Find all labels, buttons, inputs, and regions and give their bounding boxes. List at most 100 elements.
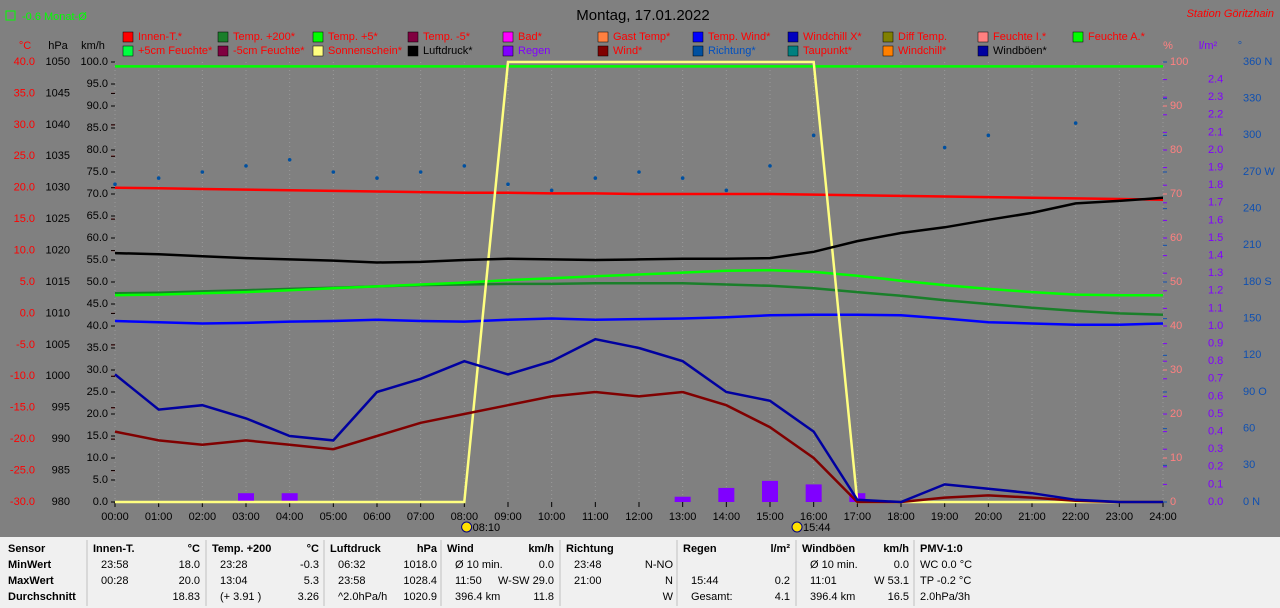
y-tick-label: 2.0 <box>1208 144 1223 156</box>
cell-value: W 53.1 <box>874 575 909 587</box>
y-tick-label: 45.0 <box>87 298 108 310</box>
legend-label: Bad* <box>518 31 543 43</box>
row-label: MaxWert <box>8 575 54 587</box>
x-tick-label: 17:00 <box>844 511 872 523</box>
y-tick-label: 1030 <box>46 182 70 194</box>
x-tick-label: 24:00 <box>1149 511 1177 523</box>
cell-left: Ø 10 min. <box>810 559 858 571</box>
cell-value: 2.0hPa/3h <box>920 591 970 603</box>
cell-left: 06:32 <box>338 559 366 571</box>
x-tick-label: 06:00 <box>363 511 391 523</box>
legend-swatch <box>692 45 704 57</box>
rain-bar <box>718 487 735 502</box>
section-unit: °C <box>307 543 319 555</box>
y-tick-label: 1.7 <box>1208 197 1223 209</box>
y-tick-label: 40.0 <box>87 320 108 332</box>
y-tick-label: 0.9 <box>1208 338 1223 350</box>
x-tick-label: 20:00 <box>975 511 1003 523</box>
series-line <box>114 186 1164 201</box>
y-tick-label: 120 <box>1243 349 1261 361</box>
rain-bar <box>762 480 778 502</box>
direction-dot <box>156 176 161 180</box>
y-tick-label: 0 N <box>1243 496 1260 508</box>
axis-unit: % <box>1163 40 1173 52</box>
y-tick-label: 20 <box>1170 408 1182 420</box>
y-tick-label: 1005 <box>46 339 70 351</box>
direction-dot <box>375 176 379 180</box>
legend-label: Gast Temp* <box>613 31 671 43</box>
cell-value: 11.8 <box>533 591 554 603</box>
y-tick-label: 2.4 <box>1208 74 1223 86</box>
cell-left: 11:50 <box>455 575 482 587</box>
cell-value: 5.3 <box>304 575 319 587</box>
series-line <box>114 268 1163 297</box>
legend-label: Temp. Wind* <box>708 31 771 43</box>
y-tick-label: 1045 <box>46 87 70 99</box>
series-line <box>114 282 1164 316</box>
y-tick-label: 60 <box>1243 423 1255 435</box>
y-tick-label: 1020 <box>46 244 70 256</box>
cell-value: N-NO <box>645 559 674 571</box>
x-tick-label: 02:00 <box>189 511 217 523</box>
y-tick-label: 30.0 <box>14 119 35 131</box>
y-tick-label: 1.5 <box>1208 232 1223 244</box>
legend-label: Regen <box>518 45 550 57</box>
y-tick-label: -25.0 <box>10 464 35 476</box>
series-line <box>114 313 1164 326</box>
x-tick-label: 15:00 <box>756 511 784 523</box>
y-tick-label: 30 <box>1170 364 1182 376</box>
y-tick-label: 85.0 <box>87 122 108 134</box>
summary-background <box>0 537 1280 608</box>
y-tick-label: 10.0 <box>14 244 35 256</box>
legend-swatch <box>692 31 704 43</box>
station-name: Station Göritzhain <box>1187 8 1274 20</box>
direction-dot <box>986 133 991 138</box>
y-tick-label: 1.2 <box>1208 285 1223 297</box>
legend-label: +5cm Feuchte* <box>138 45 213 57</box>
direction-dot <box>680 176 685 180</box>
cell-value: 16.5 <box>888 591 909 603</box>
direction-dot <box>200 170 205 174</box>
y-tick-label: 5.0 <box>20 276 35 288</box>
x-tick-label: 23:00 <box>1106 511 1134 523</box>
legend-label: Luftdruck* <box>423 45 473 57</box>
y-tick-label: 980 <box>52 496 70 508</box>
y-tick-label: 30 <box>1243 459 1255 471</box>
section-unit: °C <box>188 543 200 555</box>
axis-unit: °C <box>19 40 31 52</box>
legend-label: Innen-T.* <box>138 31 183 43</box>
legend-swatch <box>407 31 419 43</box>
y-tick-label: 0.3 <box>1208 443 1223 455</box>
y-tick-label: 30.0 <box>87 364 108 376</box>
x-tick-label: 05:00 <box>320 511 348 523</box>
legend-label: Diff Temp. <box>898 31 947 43</box>
y-tick-label: 60 <box>1170 232 1182 244</box>
section-header: Innen-T. <box>93 543 135 555</box>
y-tick-label: 1010 <box>46 307 70 319</box>
cell-value: 3.26 <box>298 591 319 603</box>
y-tick-label: 35.0 <box>87 342 108 354</box>
x-tick-label: 08:00 <box>451 511 479 523</box>
cell-left: (+ 3.91 ) <box>220 591 261 603</box>
cell-value: WC 0.0 °C <box>920 559 972 571</box>
y-tick-label: 1.9 <box>1208 162 1223 174</box>
x-tick-label: 16:00 <box>800 511 828 523</box>
cell-value: 1020.9 <box>403 591 437 603</box>
y-tick-label: 2.3 <box>1208 91 1223 103</box>
x-tick-label: 09:00 <box>494 511 522 523</box>
y-tick-label: 360 N <box>1243 56 1272 68</box>
y-tick-label: 20.0 <box>14 182 35 194</box>
cell-value: 4.1 <box>775 591 790 603</box>
section-header: Regen <box>683 543 717 555</box>
cell-left: 15:44 <box>691 575 719 587</box>
x-tick-label: 14:00 <box>713 511 741 523</box>
cell-left: 396.4 km <box>455 591 500 603</box>
y-tick-label: 0.1 <box>1208 478 1223 490</box>
legend-swatch <box>312 31 324 43</box>
annotation-label: 15:44 <box>803 522 831 534</box>
y-tick-label: -20.0 <box>10 433 35 445</box>
y-tick-label: 75.0 <box>87 166 108 178</box>
direction-dot <box>506 182 510 187</box>
direction-dot <box>113 182 117 187</box>
x-tick-label: 07:00 <box>407 511 435 523</box>
